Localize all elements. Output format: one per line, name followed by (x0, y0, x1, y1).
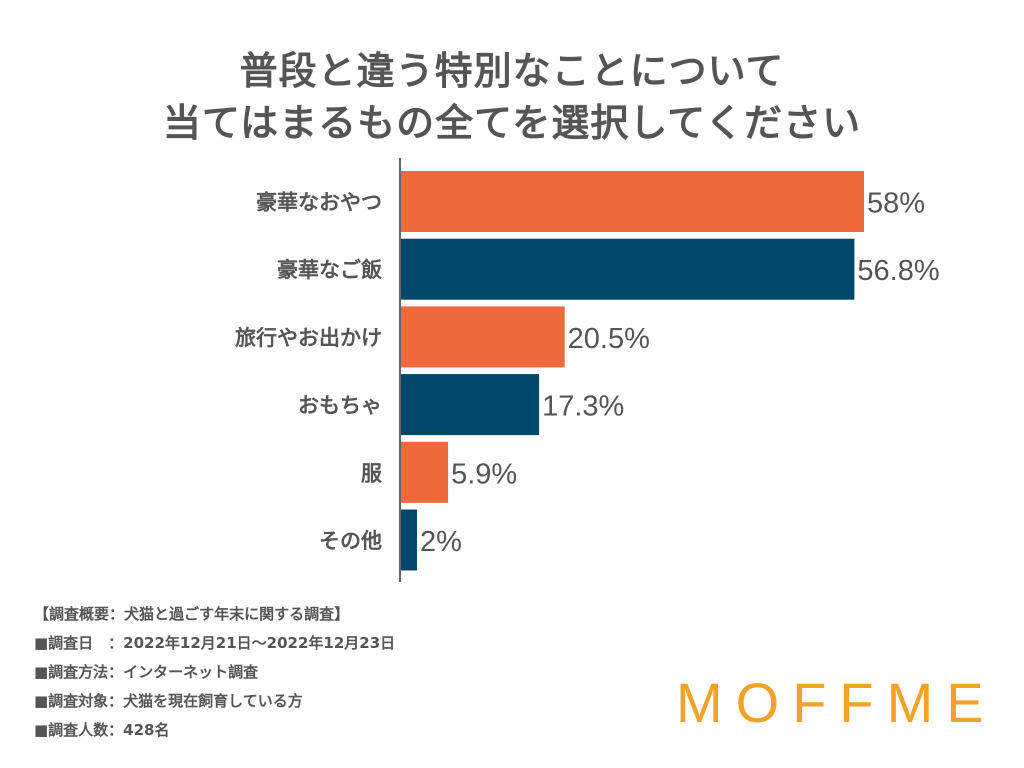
chart-title-line-1: 普段と違う特別なことについて (239, 49, 785, 93)
category-label: 豪華なおやつ (256, 191, 382, 215)
category-label: 服 (361, 461, 383, 485)
bar-chart: 豪華なおやつ 58% 豪華なご飯 56.8% 旅行やお出かけ 20.5% おもちゃ 17.3%… (235, 158, 940, 582)
survey-note-date: ■調査日 ：2022年12月21日〜2022年12月23日 (34, 634, 396, 652)
bar-4 (401, 441, 449, 503)
category-label: その他 (319, 529, 382, 553)
category-label: おもちゃ (298, 394, 382, 418)
value-label: 58% (867, 188, 925, 220)
survey-note-target: ■調査対象：犬猫を現在飼育している方 (34, 692, 303, 710)
chart-title-line-2: 当てはまるもの全てを選択してください (162, 101, 862, 145)
bar-2 (401, 306, 565, 368)
survey-notes: 【調査概要：犬猫と過ごす年末に関する調査】 ■調査日 ：2022年12月21日〜… (34, 600, 395, 745)
bar-0 (401, 171, 864, 232)
survey-note-heading: 【調査概要：犬猫と過ごす年末に関する調査】 (34, 605, 350, 623)
bar-1 (401, 238, 855, 300)
survey-note-count: ■調査人数：428名 (34, 721, 170, 739)
value-label: 56.8% (857, 255, 939, 287)
value-label: 17.3% (542, 391, 624, 423)
value-label: 5.9% (451, 458, 517, 490)
moffme-logo: MOFFME (676, 671, 997, 734)
survey-note-method: ■調査方法：インターネット調査 (34, 663, 259, 681)
bar-3 (401, 374, 540, 436)
category-label: 旅行やお出かけ (235, 326, 382, 350)
value-label: 2% (420, 526, 462, 558)
value-label: 20.5% (568, 323, 650, 355)
category-label: 豪華なご飯 (277, 258, 382, 282)
bar-5 (401, 509, 417, 571)
